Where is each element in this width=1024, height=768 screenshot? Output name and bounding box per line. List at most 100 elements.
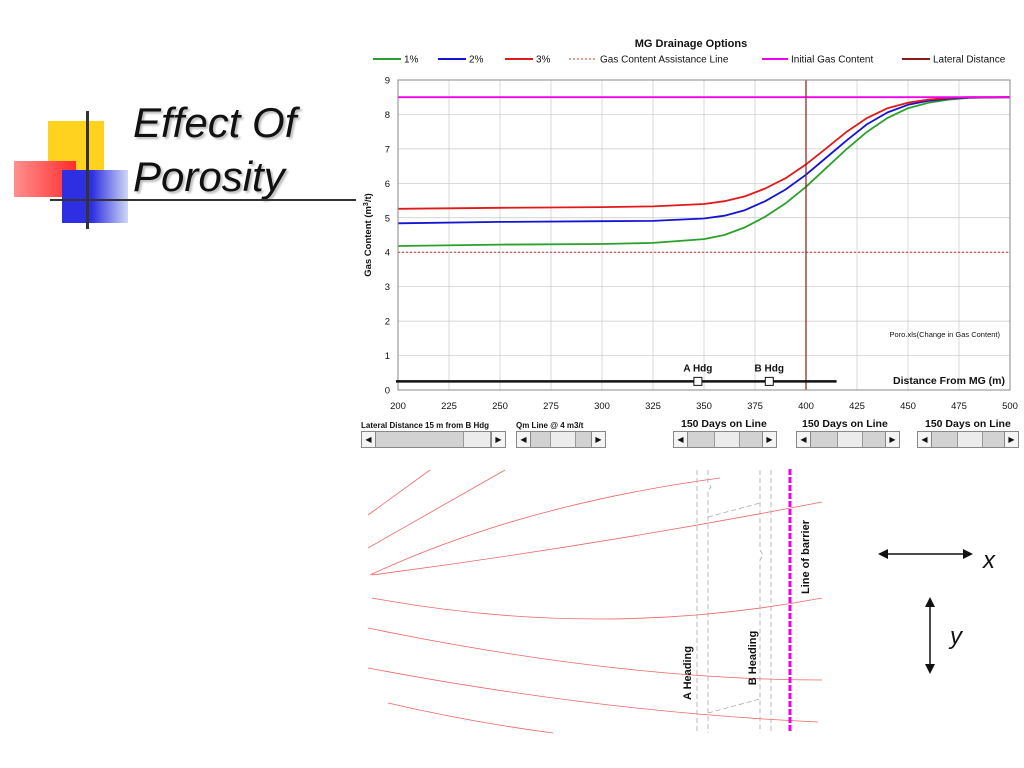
days-on-line-scrollbar-3[interactable]: ◀ ▶ xyxy=(917,431,1019,448)
contour-line xyxy=(367,469,506,549)
x-tick-label: 475 xyxy=(951,401,967,412)
y-tick-label: 6 xyxy=(385,179,390,190)
source-note: Poro.xls(Change in Gas Content) xyxy=(890,330,1001,339)
y-axis-arrow-icon xyxy=(925,597,935,674)
heading-b-label: B Hdg xyxy=(755,363,784,374)
contour-line xyxy=(367,627,823,681)
contour-line xyxy=(387,702,554,734)
qm-line-scrollbar[interactable]: ◀ ▶ xyxy=(516,431,606,448)
chart-series xyxy=(397,80,1011,390)
scroll-right-icon[interactable]: ▶ xyxy=(1004,432,1018,447)
legend-label-gas-content-assistance-line: Gas Content Assistance Line xyxy=(600,55,729,66)
y-axis-label: Gas Content (m3/t) xyxy=(363,193,374,277)
y-tick-label: 7 xyxy=(385,144,390,155)
lateral-distance-label: Lateral Distance 15 m from B Hdg xyxy=(361,421,490,430)
contour-line xyxy=(367,469,431,516)
arrowhead-down-icon xyxy=(925,664,935,674)
scroll-thumb[interactable] xyxy=(463,432,491,447)
days-on-line-label-3: 150 Days on Line xyxy=(925,418,1011,430)
y-axis-label-main: Gas Content (m xyxy=(363,206,374,277)
y-axis-label-sup: 3 xyxy=(363,202,370,206)
heading-outlines xyxy=(696,470,772,733)
x-axis-symbol: x xyxy=(982,547,996,574)
arrowhead-right-icon xyxy=(963,549,973,559)
contour-line xyxy=(367,667,819,723)
contour-line xyxy=(371,597,823,620)
plot-frame xyxy=(397,79,1011,391)
a-heading-inner-line xyxy=(707,470,712,733)
y-tick-label: 1 xyxy=(385,351,390,362)
y-axis-label-end: /t) xyxy=(363,193,374,202)
deco-blue-square xyxy=(62,170,128,223)
legend-label-3: 3% xyxy=(536,55,551,66)
x-tick-label: 325 xyxy=(645,401,661,412)
arrowhead-left-icon xyxy=(878,549,888,559)
y-tick-label: 5 xyxy=(385,213,390,224)
b-heading-inner-line xyxy=(759,470,764,733)
days-on-line-label-2: 150 Days on Line xyxy=(802,418,888,430)
scroll-right-icon[interactable]: ▶ xyxy=(591,432,605,447)
chart-tick-labels: 200 225 250 275 300 325 350 375 400 425 450 475 5000… xyxy=(385,76,1018,413)
y-tick-label: 3 xyxy=(385,282,390,293)
heading-a-marker xyxy=(693,376,703,386)
scroll-thumb[interactable] xyxy=(837,432,863,447)
chart-legend: 1% 2% 3% Gas Content Assistance Line Initial… xyxy=(373,55,1006,66)
days-on-line-scrollbar-2[interactable]: ◀ ▶ xyxy=(796,431,900,448)
y-tick-label: 0 xyxy=(385,386,390,397)
scroll-right-icon[interactable]: ▶ xyxy=(762,432,776,447)
slide-title: Effect Of Porosity xyxy=(133,96,296,204)
scroll-thumb[interactable] xyxy=(714,432,740,447)
lateral-distance-scrollbar[interactable]: ◀ ▶ xyxy=(361,431,506,448)
scroll-thumb[interactable] xyxy=(957,432,983,447)
legend-label-initial-gas-content: Initial Gas Content xyxy=(791,55,873,66)
y-tick-label: 9 xyxy=(385,76,390,87)
x-tick-label: 250 xyxy=(492,401,508,412)
legend-label-1: 1% xyxy=(404,55,419,66)
x-tick-label: 375 xyxy=(747,401,763,412)
x-tick-label: 300 xyxy=(594,401,610,412)
scroll-right-icon[interactable]: ▶ xyxy=(491,432,505,447)
scroll-left-icon[interactable]: ◀ xyxy=(918,432,932,447)
legend-label-lateral-distance: Lateral Distance xyxy=(933,55,1006,66)
slide-title-line2: Porosity xyxy=(133,153,285,200)
x-tick-label: 425 xyxy=(849,401,865,412)
scroll-left-icon[interactable]: ◀ xyxy=(362,432,376,447)
chart-title: MG Drainage Options xyxy=(635,38,747,50)
scroll-right-icon[interactable]: ▶ xyxy=(885,432,899,447)
x-axis-label: Distance From MG (m) xyxy=(893,375,1005,387)
contour-line xyxy=(369,477,721,576)
deco-horizontal-line xyxy=(50,199,366,201)
crosscut-line xyxy=(707,698,761,714)
x-tick-label: 400 xyxy=(798,401,814,412)
scroll-thumb[interactable] xyxy=(550,432,576,447)
a-heading-label: A Heading xyxy=(682,646,694,700)
slide-title-line1: Effect Of xyxy=(133,99,297,146)
scroll-left-icon[interactable]: ◀ xyxy=(517,432,531,447)
heading-b-marker xyxy=(764,376,774,386)
x-tick-label: 450 xyxy=(900,401,916,412)
x-axis-arrow-icon xyxy=(878,549,973,559)
scroll-left-icon[interactable]: ◀ xyxy=(674,432,688,447)
x-tick-label: 350 xyxy=(696,401,712,412)
chart-annotations: A Hdg B Hdg xyxy=(395,363,837,386)
days-on-line-scrollbar-1[interactable]: ◀ ▶ xyxy=(673,431,777,448)
barrier-label: Line of barrier xyxy=(800,519,812,594)
heading-a-label: A Hdg xyxy=(683,363,712,374)
x-tick-label: 225 xyxy=(441,401,457,412)
scroll-left-icon[interactable]: ◀ xyxy=(797,432,811,447)
x-tick-label: 500 xyxy=(1002,401,1018,412)
x-tick-label: 275 xyxy=(543,401,559,412)
crosscut-line xyxy=(707,502,761,518)
arrowhead-up-icon xyxy=(925,597,935,607)
y-tick-label: 4 xyxy=(385,248,390,259)
heading-barrier-diagram: A Heading B Heading Line of barrier x y xyxy=(367,469,996,734)
gas-content-contours xyxy=(367,469,823,734)
days-on-line-label-1: 150 Days on Line xyxy=(681,418,767,430)
b-heading-label: B Heading xyxy=(747,631,759,685)
contour-line xyxy=(371,501,823,576)
y-axis-symbol: y xyxy=(948,623,964,650)
qm-line-label: Qm Line @ 4 m3/t xyxy=(516,421,584,430)
y-tick-label: 8 xyxy=(385,110,390,121)
drainage-chart: MG Drainage Options 1% 2% 3% Gas Content As… xyxy=(356,32,1024,417)
legend-label-2: 2% xyxy=(469,55,484,66)
